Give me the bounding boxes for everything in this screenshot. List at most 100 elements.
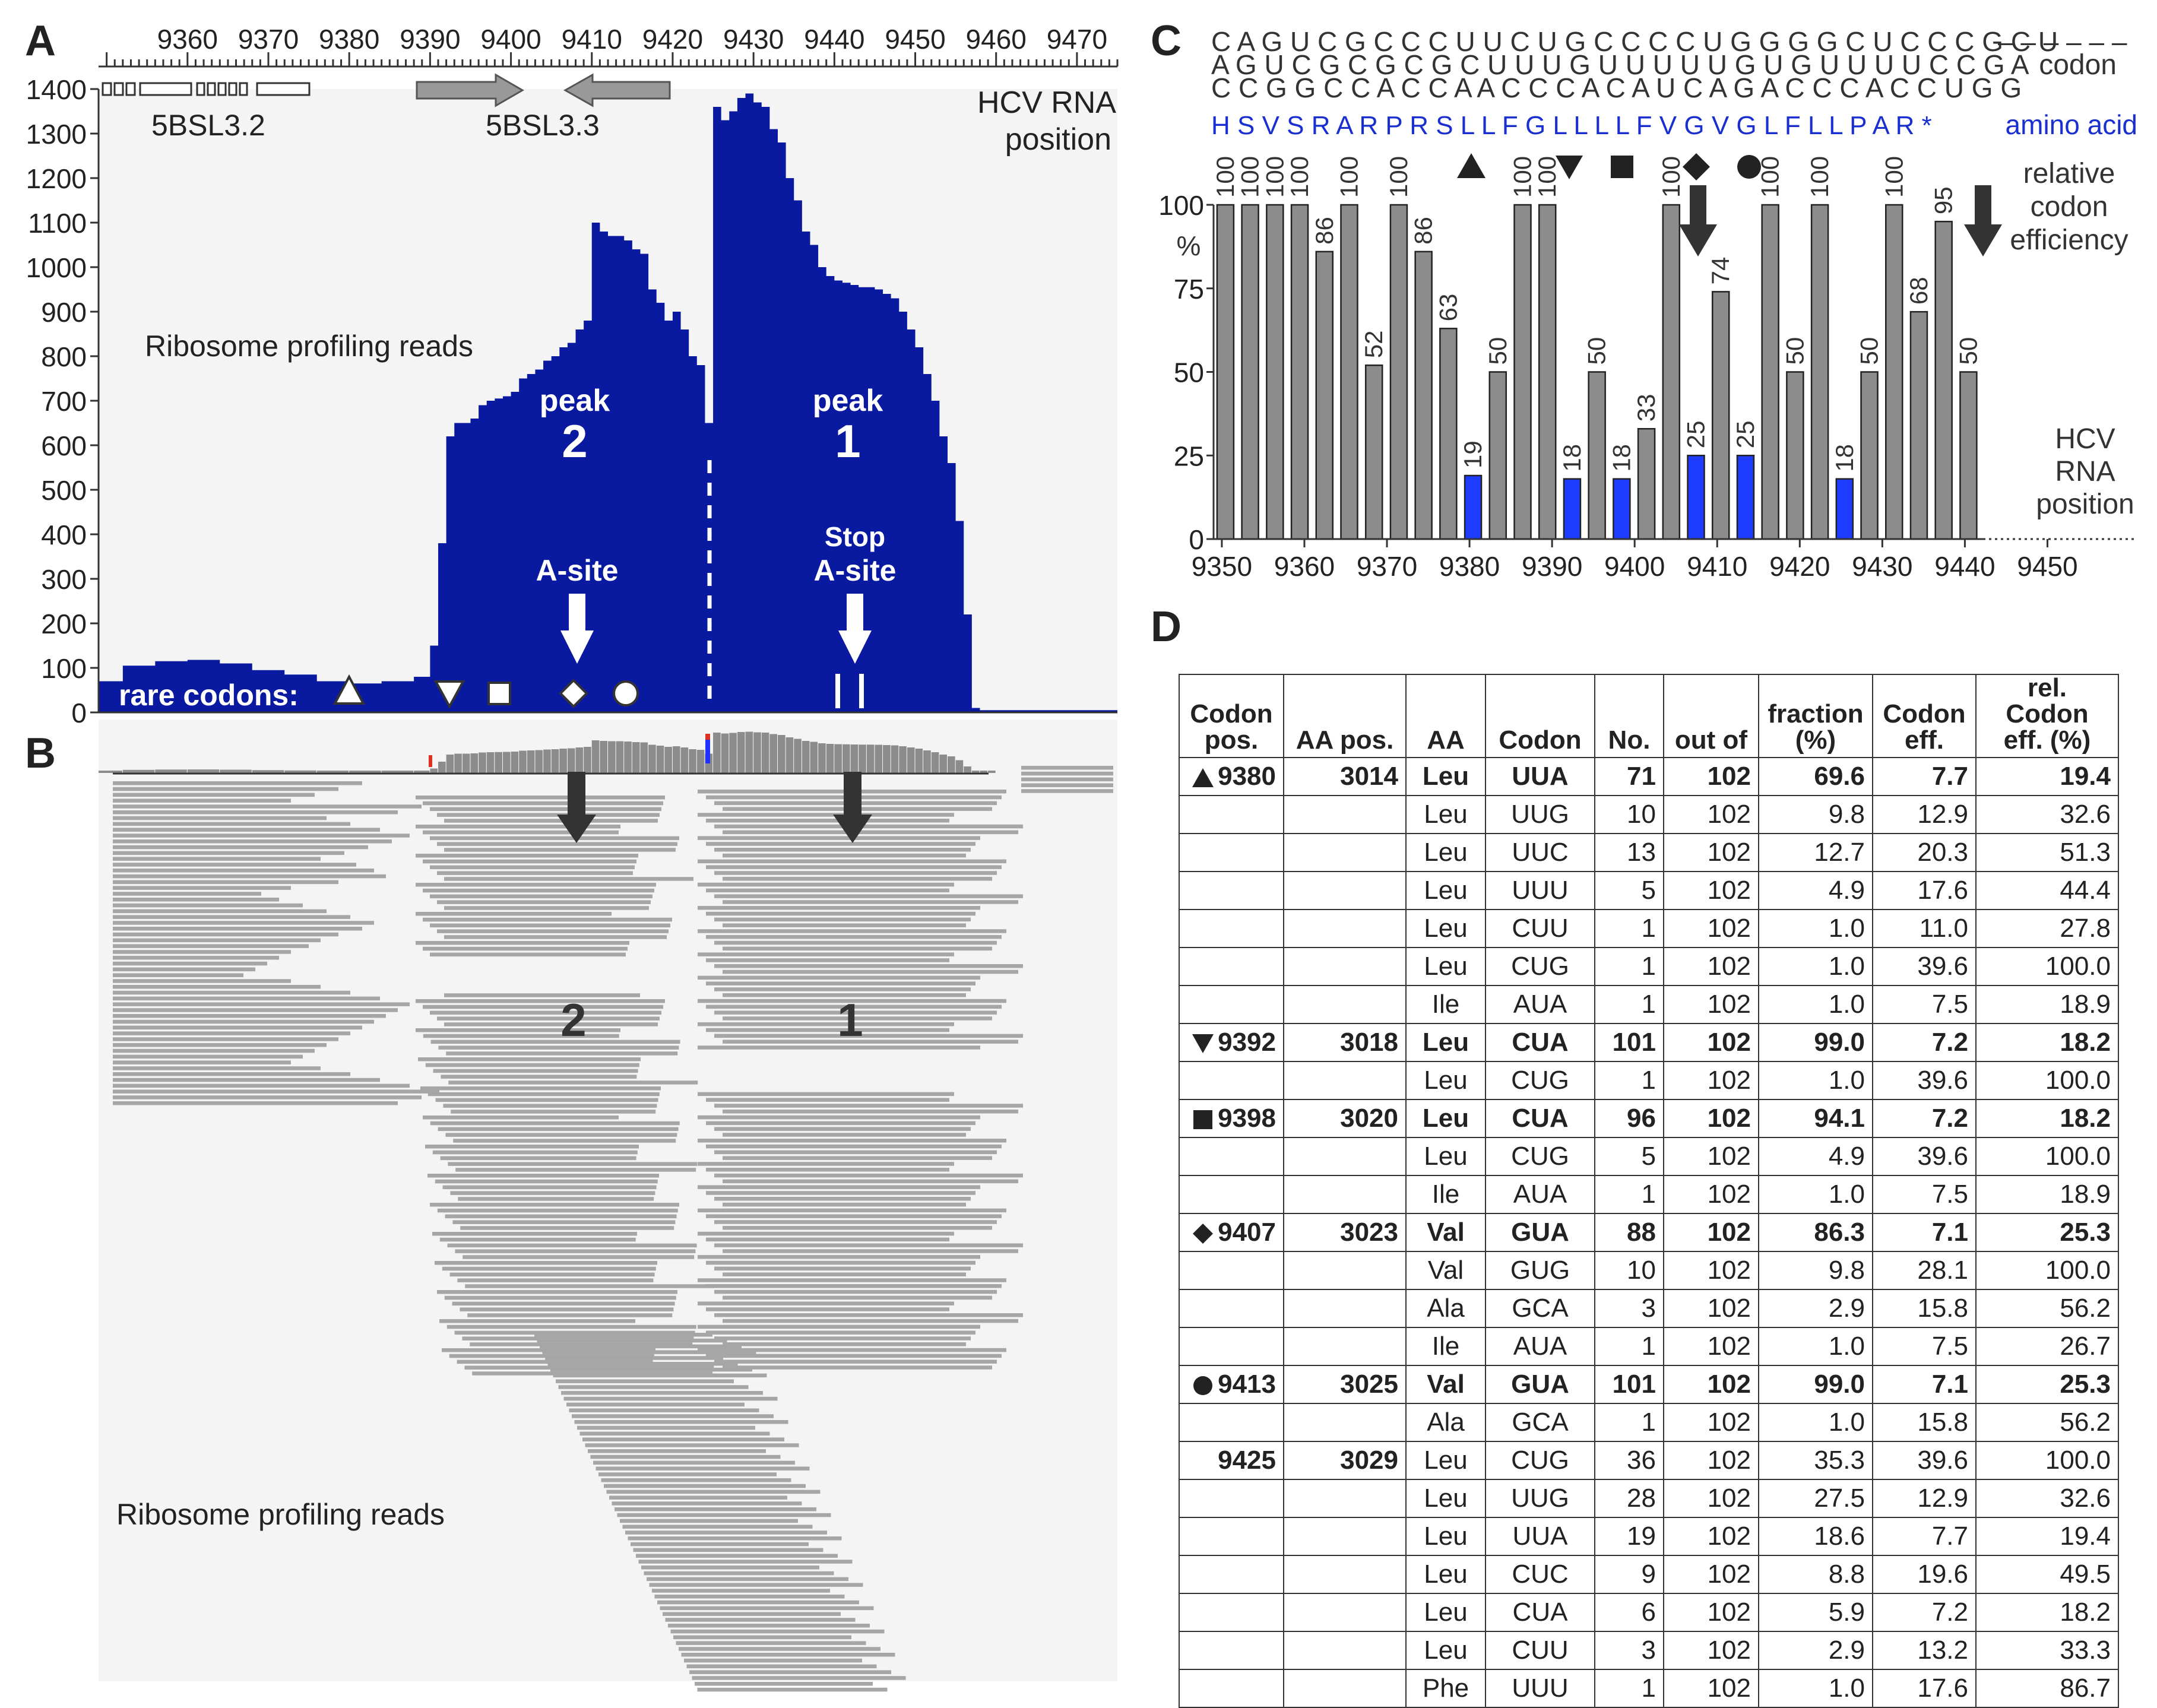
read-bar	[457, 1360, 653, 1364]
table-cell: 1	[1594, 985, 1664, 1024]
b-coverage-bar	[648, 744, 656, 773]
read-bar	[460, 1226, 674, 1230]
table-cell: UUA	[1485, 1517, 1595, 1556]
read-bar	[430, 923, 670, 928]
table-cell: 102	[1663, 1061, 1759, 1100]
table-cell: 39.6	[1872, 947, 1977, 986]
b-coverage-bar	[859, 744, 866, 773]
table-cell: 1	[1594, 1061, 1664, 1100]
c-bar	[1241, 204, 1259, 540]
codon-usage-table: Codon pos. AA pos. AA Codon No. out of fraction…	[1179, 674, 2119, 1708]
peak1-number: 1	[835, 415, 860, 467]
b-coverage-bar	[616, 741, 624, 773]
read-bar	[582, 1437, 784, 1441]
c-bar	[1389, 204, 1408, 540]
read-bar	[625, 1530, 827, 1535]
table-row: Leu CUG 1 102 1.0 39.6 100.0	[1179, 947, 2119, 986]
table-cell: 12.7	[1758, 833, 1873, 872]
element-5bsl33-label: 5BSL3.3	[486, 109, 600, 142]
read-bar	[113, 851, 344, 855]
a-x-tick-label: 9380	[319, 24, 379, 55]
read-bar	[435, 1098, 658, 1102]
read-bar	[430, 1121, 680, 1126]
read-bar	[698, 1324, 980, 1329]
c-bar	[1711, 291, 1730, 540]
read-bar	[447, 1243, 697, 1248]
table-cell	[1283, 1669, 1407, 1708]
read-bar	[569, 1408, 759, 1412]
table-cell	[1179, 909, 1284, 948]
c-bar-value-label: 100	[1335, 156, 1363, 198]
table-row: 9413 3025 Val GUA 101 102 99.0 7.1 25.3	[1179, 1365, 2119, 1404]
element-5bsl32-label: 5BSL3.2	[151, 109, 265, 142]
read-bar	[572, 1414, 774, 1418]
a-x-tick-label: 9440	[804, 24, 864, 55]
table-cell	[1283, 1327, 1407, 1366]
read-bar	[588, 1449, 766, 1453]
read-bar	[430, 952, 626, 957]
table-row: Val GUG 10 102 9.8 28.1 100.0	[1179, 1251, 2119, 1290]
c-bar-value-label: 86	[1310, 217, 1338, 245]
c-bar	[1835, 478, 1854, 540]
read-bar	[443, 1104, 657, 1108]
table-cell: 102	[1663, 985, 1759, 1024]
table-cell: Leu	[1405, 1631, 1486, 1670]
asite-label: A-site	[536, 554, 619, 587]
table-cell	[1283, 795, 1407, 834]
stop-label: Stop	[825, 521, 885, 552]
table-cell: 7.2	[1872, 1593, 1977, 1632]
a-x-tick-label: 9470	[1047, 24, 1107, 55]
b-coverage-bar	[551, 749, 559, 773]
table-cell: 86.7	[1975, 1669, 2119, 1708]
b-coverage-bar	[519, 750, 527, 773]
read-bar	[706, 888, 949, 893]
table-cell	[1283, 1175, 1407, 1214]
table-cell: 28	[1594, 1479, 1664, 1518]
read-bar	[113, 1060, 291, 1064]
table-cell: 9425	[1179, 1441, 1284, 1480]
a-y-tick-label: 1000	[26, 252, 87, 283]
table-cell: CUA	[1485, 1023, 1595, 1062]
read-bar	[453, 1139, 676, 1143]
table-cell: Leu	[1405, 1137, 1486, 1176]
table-cell: 1.0	[1758, 1327, 1873, 1366]
table-cell	[1283, 1289, 1407, 1328]
read-bar	[444, 848, 676, 852]
read-bar	[418, 1057, 641, 1061]
read-bar	[442, 1266, 656, 1271]
read-bar	[714, 824, 1023, 829]
read-bar	[444, 993, 640, 997]
table-row: 9392 3018 Leu CUA 101 102 99.0 7.2 18.2	[1179, 1023, 2119, 1062]
table-cell: 17.6	[1872, 871, 1977, 910]
read-bar	[706, 1307, 949, 1311]
c-arrow-9407-icon	[1679, 185, 1717, 256]
table-cell: 102	[1663, 1099, 1759, 1138]
table-header-cell: Codon pos.	[1179, 674, 1284, 758]
read-bar	[113, 990, 350, 995]
read-bar	[620, 1519, 798, 1523]
b-coverage-bar	[729, 733, 737, 773]
table-cell	[1283, 1251, 1407, 1290]
c-bar-value-label: 25	[1682, 421, 1710, 449]
b-coverage-bar	[810, 741, 818, 773]
table-cell: 100.0	[1975, 947, 2119, 986]
table-cell: 4.9	[1758, 871, 1873, 910]
read-bar	[723, 1295, 992, 1300]
b-coverage-bar	[875, 744, 883, 773]
table-header-cell: fraction (%)	[1758, 674, 1873, 758]
table-cell: 1.0	[1758, 1403, 1873, 1442]
table-cell: UUG	[1485, 795, 1595, 834]
c-bar-value-label: 100	[1509, 156, 1537, 198]
read-bar	[550, 1367, 752, 1372]
read-bar	[113, 869, 374, 873]
table-cell: 102	[1663, 1479, 1759, 1518]
table-cell: CUU	[1485, 909, 1595, 948]
table-cell	[1283, 985, 1407, 1024]
element-5bsl33-right-arrow	[416, 73, 524, 107]
table-cell	[1179, 1327, 1284, 1366]
table-cell: 102	[1663, 795, 1759, 834]
read-bar	[706, 935, 1002, 939]
element-5bsl33-left-arrow	[563, 73, 671, 107]
